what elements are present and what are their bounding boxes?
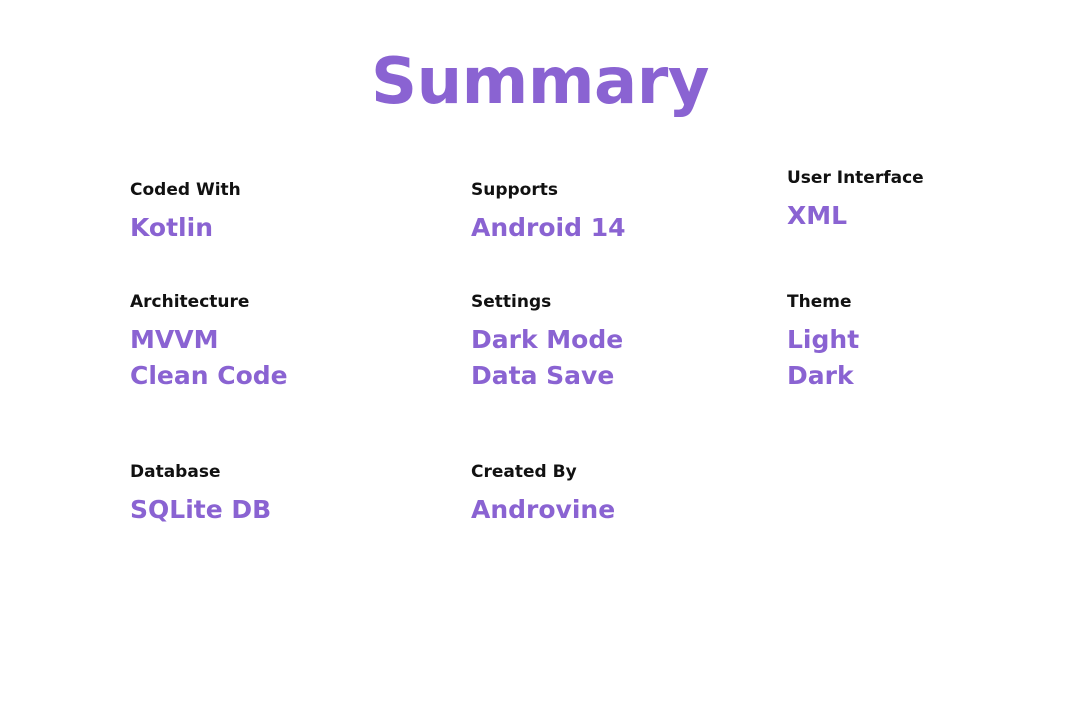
summary-item-user-interface: User Interface XML xyxy=(787,166,924,234)
summary-value: Clean Code xyxy=(130,361,288,390)
summary-label: Architecture xyxy=(130,292,250,312)
summary-item-database: Database SQLite DB xyxy=(130,460,271,528)
summary-item-architecture: Architecture MVVM Clean Code xyxy=(130,290,288,394)
summary-values: Light Dark xyxy=(787,322,859,394)
summary-label: User Interface xyxy=(787,168,924,188)
summary-item-theme: Theme Light Dark xyxy=(787,290,859,394)
summary-label: Created By xyxy=(471,462,577,482)
summary-item-settings: Settings Dark Mode Data Save xyxy=(471,290,623,394)
summary-label: Coded With xyxy=(130,180,241,200)
summary-item-coded-with: Coded With Kotlin xyxy=(130,178,241,246)
summary-values: Android 14 xyxy=(471,210,626,246)
summary-value: SQLite DB xyxy=(130,495,272,524)
summary-value: Dark Mode xyxy=(471,325,624,354)
summary-value: MVVM xyxy=(130,325,219,354)
summary-value: Dark xyxy=(787,361,854,390)
summary-label: Database xyxy=(130,462,221,482)
summary-value: Data Save xyxy=(471,361,615,390)
summary-label: Supports xyxy=(471,180,558,200)
summary-values: MVVM Clean Code xyxy=(130,322,288,394)
summary-value: Android 14 xyxy=(471,213,626,242)
summary-values: Kotlin xyxy=(130,210,241,246)
summary-value: Light xyxy=(787,325,860,354)
summary-values: Dark Mode Data Save xyxy=(471,322,623,394)
summary-value: XML xyxy=(787,201,848,230)
summary-values: Androvine xyxy=(471,492,615,528)
summary-label: Theme xyxy=(787,292,852,312)
summary-item-created-by: Created By Androvine xyxy=(471,460,615,528)
summary-values: SQLite DB xyxy=(130,492,271,528)
summary-label: Settings xyxy=(471,292,552,312)
summary-values: XML xyxy=(787,198,924,234)
summary-value: Kotlin xyxy=(130,213,213,242)
summary-value: Androvine xyxy=(471,495,616,524)
summary-item-supports: Supports Android 14 xyxy=(471,178,626,246)
page-title: Summary xyxy=(371,45,710,119)
